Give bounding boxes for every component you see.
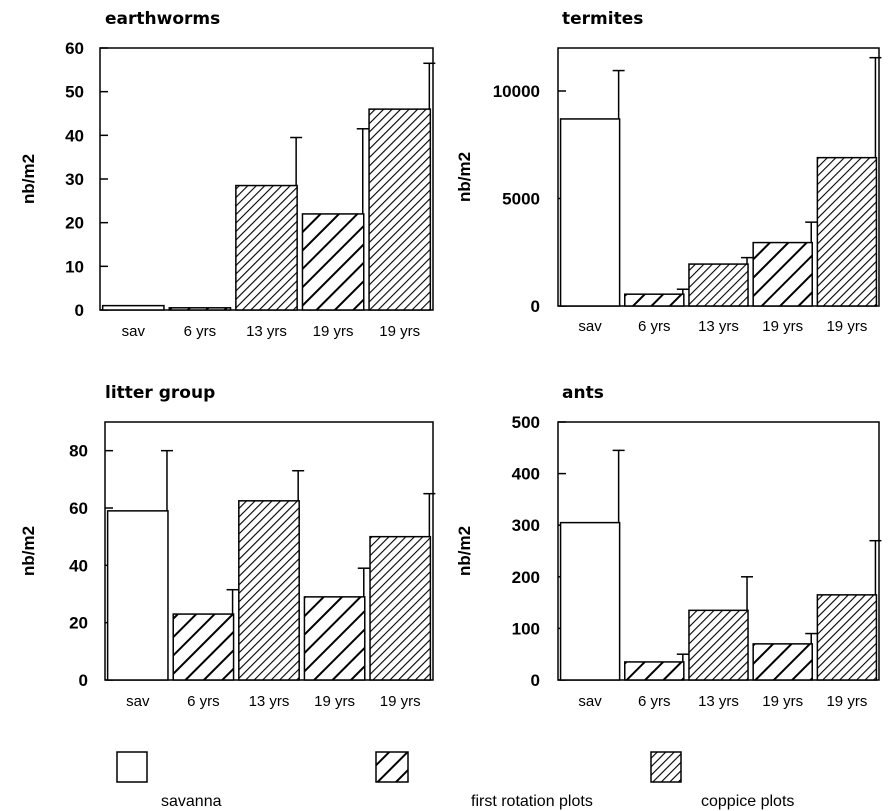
x-tick-label: 13 yrs [698,318,739,335]
bar-sav-1 [101,304,165,311]
x-tick-label: sav [126,693,150,710]
bar-13-yrs-3 [688,609,749,681]
chart-title-litter-group: litter group [105,383,215,403]
legend-label-coppice: coppice plots [701,793,794,810]
bar-19-yrs-5 [368,108,432,311]
y-tick-label: 60 [69,499,88,518]
x-tick-label: 19 yrs [826,318,867,335]
x-tick-label: 6 yrs [187,693,220,710]
legend-label-first-rotation: first rotation plots [471,793,593,810]
y-tick-label: 30 [65,170,84,189]
y-axis-label: nb/m2 [455,526,474,576]
chart-panel-termites: termites nb/m2 0 5000 10000 sav 6 yrs 13 yrs 19 … [455,9,882,335]
y-tick-label: 400 [512,465,540,484]
x-tick-label: sav [122,323,146,340]
y-tick-label: 50 [65,83,84,102]
chart-panel-earthworms: earthworms nb/m2 0 10 20 30 40 50 60 sav 6 yrs 13 y… [19,9,436,340]
legend-swatch-savanna [116,751,148,783]
y-tick-label: 100 [512,619,540,638]
bar-19-yrs-5 [369,535,432,681]
bar-13-yrs-3 [235,184,298,311]
bar-19-yrs-5 [816,594,878,681]
y-axis-label: nb/m2 [19,154,38,204]
bar-13-yrs-3 [688,263,749,307]
chart-title-termites: termites [562,9,643,29]
bar-19-yrs-4 [301,213,365,311]
bar-sav-1 [559,521,621,681]
legend-item-savanna: savanna [116,751,222,810]
y-tick-label: 500 [512,413,540,432]
x-tick-label: 13 yrs [246,323,287,340]
x-tick-label: 19 yrs [762,693,803,710]
y-axis-label: nb/m2 [19,526,38,576]
bar-6-yrs-2 [172,613,235,681]
x-tick-label: 19 yrs [379,323,420,340]
y-tick-label: 0 [75,301,84,320]
bar-19-yrs-4 [303,596,366,681]
bar-6-yrs-2 [168,307,232,311]
x-tick-label: 19 yrs [380,693,421,710]
x-tick-label: 19 yrs [313,323,354,340]
y-tick-label: 40 [69,556,88,575]
legend-swatch-coppice [650,751,682,783]
bar-6-yrs-2 [624,293,685,307]
y-tick-label: 0 [531,671,540,690]
y-tick-label: 200 [512,568,540,587]
x-tick-label: 13 yrs [249,693,290,710]
bar-sav-1 [106,510,169,681]
y-tick-label: 5000 [502,190,540,209]
y-axis-label: nb/m2 [455,152,474,202]
y-tick-label: 20 [69,614,88,633]
bar-13-yrs-3 [238,500,300,681]
chart-panels: earthworms nb/m2 0 10 20 30 40 50 60 sav 6 yrs 13 y… [19,9,882,710]
y-tick-label: 0 [79,671,88,690]
y-tick-label: 80 [69,442,88,461]
y-tick-label: 10000 [493,82,540,101]
legend-item-first-rotation: first rotation plots [375,751,593,810]
bar-19-yrs-5 [816,156,878,307]
bar-6-yrs-2 [624,661,685,681]
legend-label-savanna: savanna [161,793,222,810]
y-tick-label: 10 [65,257,84,276]
chart-title-earthworms: earthworms [105,9,220,29]
y-tick-label: 300 [512,516,540,535]
chart-title-ants: ants [562,383,604,403]
bar-19-yrs-4 [752,241,813,307]
legend-item-coppice: coppice plots [650,751,794,810]
bar-sav-1 [559,118,621,307]
legend-swatch-first-rotation [375,751,409,783]
x-tick-label: 19 yrs [762,318,803,335]
y-tick-label: 40 [65,126,84,145]
x-tick-label: sav [578,693,602,710]
x-tick-label: sav [578,318,602,335]
x-tick-label: 19 yrs [314,693,355,710]
chart-panel-ants: ants nb/m2 0 100 200 300 400 500 sav 6 yrs 13 yrs 1… [455,383,882,710]
x-tick-label: 13 yrs [698,693,739,710]
y-tick-label: 60 [65,39,84,58]
x-tick-label: 6 yrs [638,693,671,710]
x-tick-label: 6 yrs [184,323,217,340]
x-tick-label: 19 yrs [826,693,867,710]
x-tick-label: 6 yrs [638,318,671,335]
y-tick-label: 0 [531,297,540,316]
y-tick-label: 20 [65,214,84,233]
legend: savanna first rotation plots coppice plo… [116,751,794,810]
chart-panel-litter-group: litter group nb/m2 0 20 40 60 80 sav 6 yrs 13 yrs… [19,383,436,710]
bar-19-yrs-4 [752,643,813,681]
